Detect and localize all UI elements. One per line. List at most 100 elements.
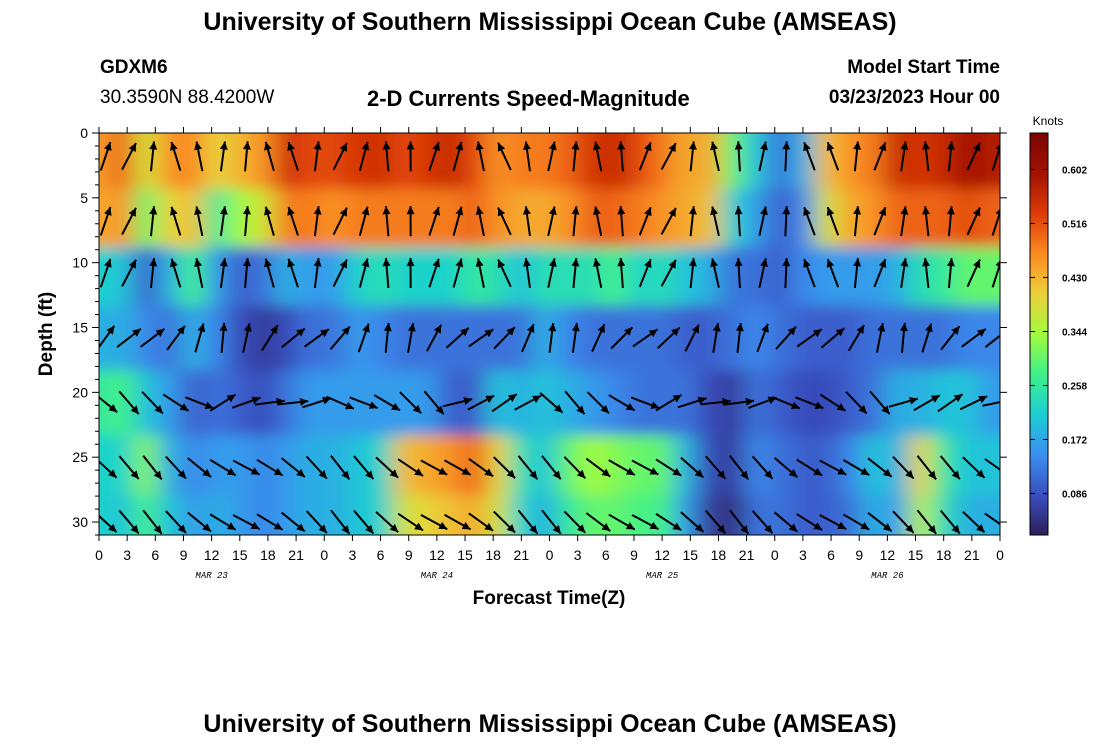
y-tick-label: 10 [72, 255, 88, 271]
heatmap-cell [392, 188, 417, 248]
heatmap-cell [603, 305, 628, 371]
current-arrow [539, 392, 564, 414]
current-arrow [375, 456, 399, 479]
heatmap-cell [720, 435, 745, 496]
heatmap-cell [556, 188, 581, 248]
heatmap-cell [486, 188, 511, 248]
heatmap-cell [509, 247, 534, 306]
current-arrow [617, 206, 626, 237]
current-arrow [946, 206, 955, 237]
heatmap-cell [157, 188, 182, 248]
x-tick-label: 3 [349, 547, 357, 563]
heatmap-cell [509, 188, 534, 248]
current-arrow [407, 322, 416, 353]
current-arrow [591, 323, 606, 352]
current-arrow [593, 206, 603, 237]
heatmap-cell [908, 188, 933, 248]
heatmap-cell [533, 305, 558, 371]
x-tick-label: 0 [771, 547, 779, 563]
heatmap-cell [439, 188, 464, 248]
current-arrow [406, 258, 415, 289]
current-arrow [608, 513, 636, 531]
current-arrow [867, 512, 893, 533]
heatmap-cell [650, 188, 675, 248]
heatmap-cell [955, 370, 980, 436]
current-arrow [442, 397, 473, 408]
current-arrow [630, 396, 660, 409]
x-tick-label: 3 [574, 547, 582, 563]
main-title: University of Southern Mississippi Ocean… [203, 8, 897, 36]
heatmap-cell [298, 188, 323, 248]
current-arrow [264, 206, 275, 236]
current-arrow [853, 206, 862, 237]
current-arrow [99, 141, 112, 171]
current-arrow [142, 455, 163, 480]
heatmap-cell [720, 305, 745, 371]
heatmap-cell [368, 435, 393, 496]
x-tick-label: 21 [739, 547, 755, 563]
current-arrow [170, 258, 182, 288]
current-arrow [497, 259, 512, 288]
current-arrow [913, 394, 941, 412]
current-arrow [873, 258, 887, 288]
heatmap-cell [814, 494, 839, 535]
current-arrow [406, 141, 415, 172]
heatmap-cell [368, 247, 393, 306]
heatmap-cell [392, 305, 417, 371]
heatmap-cell [838, 494, 863, 535]
heatmap-cell [580, 435, 604, 496]
heatmap-cell [626, 247, 651, 306]
current-arrow [758, 141, 768, 172]
heatmap-cell [838, 435, 863, 496]
heatmap-cell [791, 247, 816, 306]
heatmap-cell [767, 435, 792, 496]
heatmap-cell [99, 435, 112, 496]
heatmap-cell [486, 370, 511, 436]
heatmap-cell [392, 370, 417, 436]
heatmap-cell [885, 435, 909, 496]
heatmap-cell [462, 370, 487, 436]
current-arrow [281, 327, 306, 349]
current-arrow [775, 326, 797, 350]
x-tick-label: 3 [799, 547, 807, 563]
current-arrow [232, 459, 261, 476]
heatmap-cell [321, 247, 346, 306]
heatmap-cell [533, 435, 558, 496]
heatmap-cell [931, 435, 956, 496]
heatmap-cell [955, 247, 980, 306]
current-arrow [939, 509, 961, 535]
heatmap-cell [908, 247, 933, 306]
heatmap-cell [157, 305, 182, 371]
heatmap-cell [368, 305, 393, 371]
current-arrow [383, 322, 392, 353]
x-tick-label: 21 [514, 547, 530, 563]
current-arrow [982, 401, 1000, 407]
current-arrow [751, 455, 774, 480]
current-arrow [638, 206, 652, 236]
heatmap-cell [673, 494, 698, 535]
current-arrow [305, 510, 328, 534]
current-arrow [922, 206, 931, 237]
current-arrow [705, 455, 727, 480]
heatmap-cell [251, 435, 276, 496]
current-arrow [564, 390, 586, 415]
current-arrow [705, 510, 727, 535]
current-arrow [734, 258, 743, 289]
current-arrow [497, 142, 512, 171]
x-tick-label: 9 [630, 547, 638, 563]
heatmap-cell [744, 435, 769, 496]
current-arrow [420, 513, 448, 531]
heatmap-cell [110, 133, 135, 190]
current-arrow [729, 509, 750, 535]
heatmap-cell [298, 305, 323, 371]
current-arrow [522, 206, 531, 237]
heatmap-cell [861, 370, 886, 436]
heatmap-cell [744, 305, 769, 371]
current-arrow [304, 328, 330, 348]
current-arrow [751, 510, 774, 534]
current-arrow [373, 394, 401, 412]
model-start-value: 03/23/2023 Hour 00 [828, 87, 1000, 108]
x-tick-label: 0 [320, 547, 328, 563]
heatmap-cell [274, 247, 299, 306]
current-arrow [99, 460, 118, 479]
